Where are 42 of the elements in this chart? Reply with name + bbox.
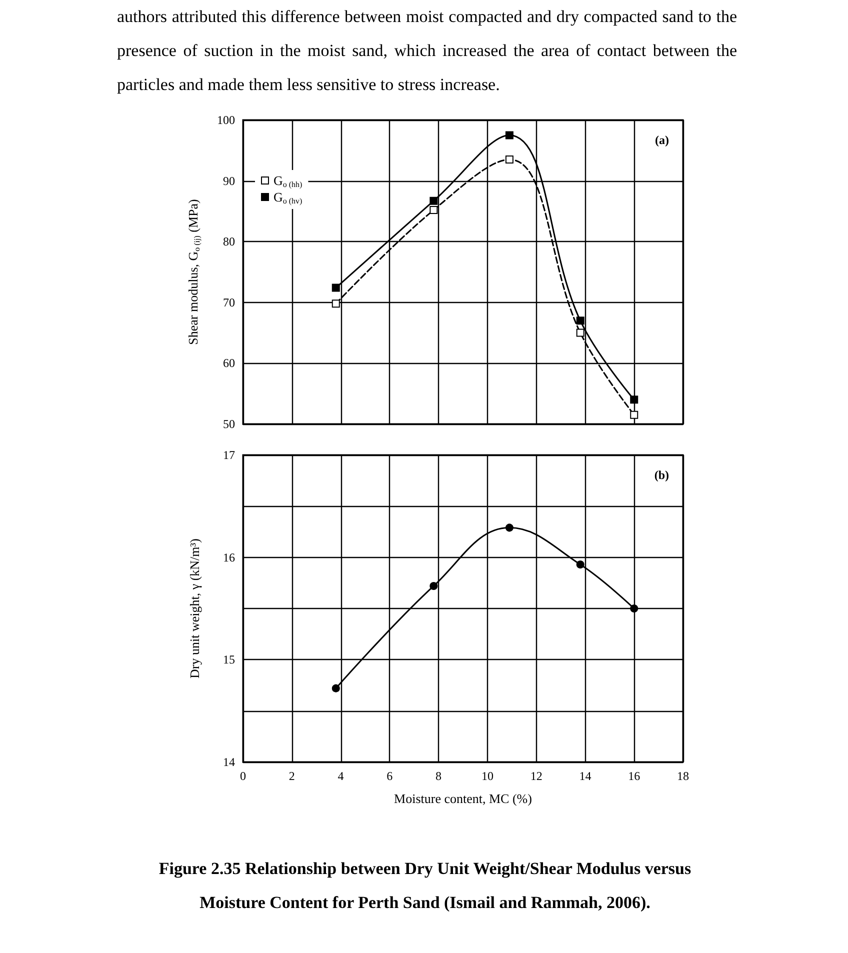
point <box>630 604 638 612</box>
y-tick-label: 80 <box>223 234 235 249</box>
x-tick-label: 18 <box>677 769 689 783</box>
y-tick-label: 15 <box>223 652 235 667</box>
y-axis-title: Shear modulus, Go (ij) (MPa) <box>186 199 202 345</box>
x-tick-label: 14 <box>579 769 592 783</box>
x-tick-label: 16 <box>628 769 640 783</box>
annotation: (a) <box>655 133 670 147</box>
point <box>332 284 340 292</box>
point <box>576 328 584 337</box>
point <box>576 560 584 568</box>
y-tick-label: 50 <box>223 417 235 431</box>
x-tick-label: 10 <box>481 769 494 783</box>
text: Figure 2.35 Relationship between Dry Unit Weight/Shear Modulus versus Moisture Content for Perth Sand (Ismail and Rammah, 2006). <box>158 858 692 914</box>
y-tick-label: 100 <box>217 113 235 127</box>
x-axis-title: Moisture content, MC (%) <box>394 791 532 806</box>
x-tick-label: 0 <box>240 769 246 783</box>
point <box>505 524 514 532</box>
annotation: (b) <box>654 468 670 482</box>
y-tick-label: 60 <box>223 356 235 370</box>
point <box>505 131 514 140</box>
x-tick-label: 4 <box>338 769 344 783</box>
y-axis-title: Dry unit weight, γ (kN/m³) <box>187 538 202 678</box>
y-tick-label: 14 <box>223 755 235 769</box>
point <box>430 206 438 214</box>
x-tick-label: 2 <box>288 769 295 783</box>
point <box>505 156 514 164</box>
point <box>576 316 584 325</box>
point <box>430 582 438 590</box>
y-tick-label: 17 <box>223 448 235 462</box>
y-tick-label: 16 <box>223 550 235 564</box>
x-tick-label: 12 <box>530 769 542 783</box>
y-tick-label: 70 <box>223 295 235 310</box>
x-tick-label: 6 <box>386 769 393 783</box>
point <box>332 300 340 308</box>
text: authors attributed this difference between moist compacted and dry compacted sand to the presence of suction in the moist sand, which increased the area of contact between the particles and made them less sensitive to stress increase. <box>117 6 737 96</box>
point <box>630 396 638 404</box>
x-tick-label: 8 <box>436 769 442 783</box>
point <box>332 684 340 692</box>
point <box>630 410 638 419</box>
point <box>430 196 438 205</box>
y-tick-label: 90 <box>223 174 235 188</box>
